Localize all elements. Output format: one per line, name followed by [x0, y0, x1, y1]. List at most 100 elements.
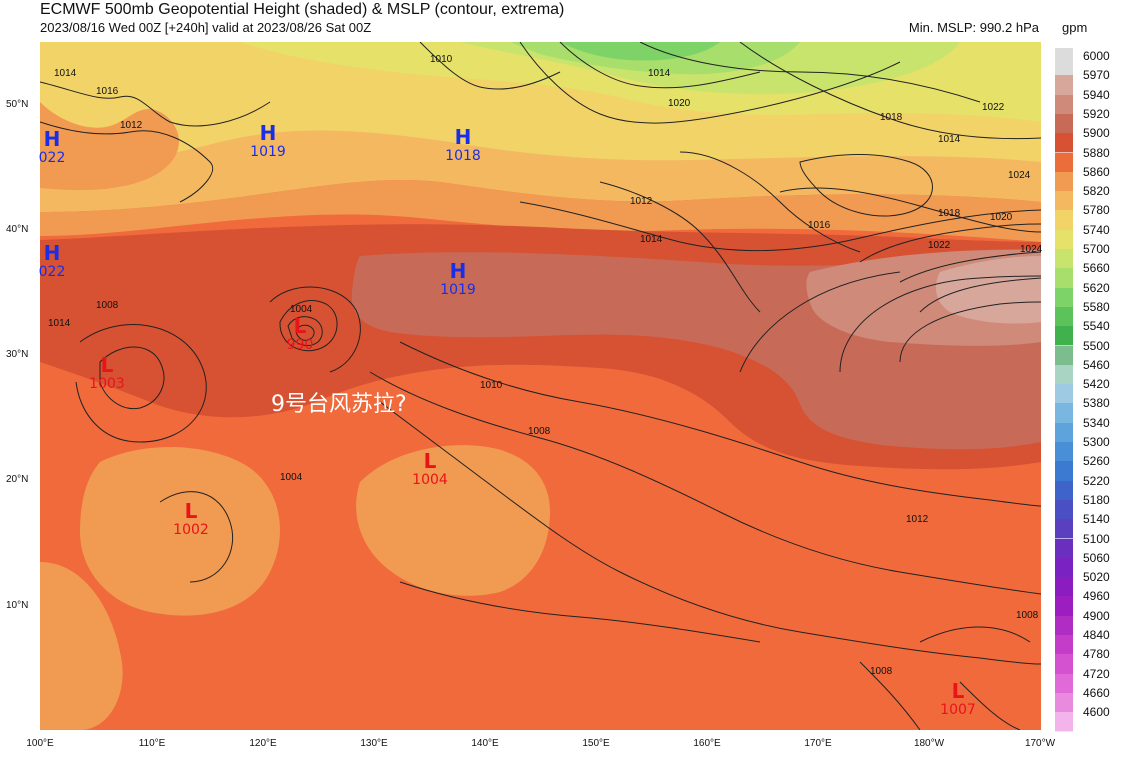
isobar-value-label: 1008 [870, 666, 893, 677]
colorbar-swatch [1055, 461, 1073, 482]
isobar-value-label: 1014 [48, 318, 71, 329]
colorbar-label: 4660 [1083, 685, 1110, 700]
isobar-value-label: 1010 [430, 54, 453, 65]
colorbar-swatch [1055, 75, 1073, 96]
lon-label-180w: 180°W [913, 738, 945, 749]
weather-map [40, 42, 1041, 730]
lon-label-120e: 120°E [249, 738, 277, 749]
isobar-value-label: 1018 [938, 208, 961, 219]
low-pressure-marker: L 1003 [89, 353, 125, 392]
isobar-value-label: 1008 [96, 300, 119, 311]
colorbar-label: 5700 [1083, 242, 1110, 256]
colorbar-label: 4840 [1083, 628, 1110, 642]
lon-label-110e: 110°E [138, 738, 166, 749]
colorbar-label: 5900 [1083, 126, 1110, 141]
colorbar-swatch [1055, 384, 1073, 405]
map-canvas [40, 42, 1041, 730]
colorbar-label: 5340 [1083, 415, 1110, 430]
colorbar-swatch [1055, 596, 1073, 617]
colorbar-swatch [1055, 519, 1073, 540]
lat-label-20n: 20°N [6, 474, 29, 485]
low-pressure-marker: L 1004 [412, 449, 448, 488]
colorbar-label: 4720 [1083, 666, 1110, 681]
map-subtitle: 2023/08/16 Wed 00Z [+240h] valid at 2023… [40, 20, 372, 35]
isobar-lines [40, 42, 1041, 730]
high-pressure-marker: H 1019 [250, 121, 286, 160]
colorbar-label: 5860 [1083, 164, 1110, 179]
colorbar-swatch [1055, 557, 1073, 579]
high-pressure-marker: H 1019 [440, 259, 476, 298]
lat-label-30n: 30°N [6, 349, 29, 360]
colorbar-swatch [1055, 403, 1073, 424]
colorbar-label: 5880 [1083, 145, 1110, 160]
lat-label-10n: 10°N [6, 600, 29, 611]
colorbar-swatch [1055, 94, 1073, 115]
colorbar-label: 5420 [1083, 377, 1110, 392]
colorbar-swatch [1055, 48, 1073, 77]
isobar-value-label: 1024 [1008, 170, 1031, 181]
colorbar-swatch [1055, 249, 1073, 270]
colorbar-label: 5580 [1083, 299, 1110, 314]
colorbar-swatch [1055, 577, 1073, 598]
colorbar-label: 6000 [1083, 49, 1110, 63]
colorbar-label: 5180 [1083, 492, 1110, 507]
shade-5860-west [40, 102, 179, 191]
colorbar-label: 4600 [1083, 705, 1110, 720]
colorbar-label: 5620 [1083, 280, 1110, 295]
colorbar-label: 5970 [1083, 68, 1110, 83]
isobar-value-label: 1018 [880, 112, 903, 123]
colorbar-swatch [1055, 615, 1073, 636]
isobar-value-label: 1016 [808, 220, 831, 231]
isobar-value-label: 1020 [668, 98, 691, 109]
colorbar-swatch [1055, 538, 1073, 559]
low-pressure-marker: L 1007 [940, 679, 976, 718]
isobar-value-label: 1008 [1016, 610, 1039, 621]
isobar-value-label: 1014 [640, 234, 663, 245]
min-mslp-readout: Min. MSLP: 990.2 hPa [908, 20, 1039, 35]
colorbar-swatch [1055, 210, 1073, 231]
isobar-value-label: 1014 [938, 134, 961, 145]
colorbar-swatch [1055, 635, 1073, 656]
colorbar-swatch [1055, 287, 1073, 308]
high-pressure-marker: H 022 [38, 127, 66, 166]
shade-5860-pool [356, 445, 550, 596]
colorbar-label: 4900 [1083, 608, 1110, 623]
colorbar-label: 5020 [1083, 570, 1110, 585]
colorbar-label: 5380 [1083, 396, 1110, 411]
typhoon-annotation: 9号台风苏拉? [271, 392, 407, 417]
lon-label-140e: 140°E [471, 738, 499, 749]
lat-label-40n: 40°N [6, 224, 29, 235]
isobar-value-label: 1008 [528, 426, 551, 437]
colorbar-swatch [1055, 442, 1073, 463]
shade-5620 [560, 42, 720, 61]
colorbar-swatch [1055, 133, 1073, 154]
lon-label-160e: 160°E [693, 738, 721, 749]
map-title: ECMWF 500mb Geopotential Height (shaded)… [40, 1, 565, 18]
colorbar-label: 5540 [1083, 319, 1110, 334]
colorbar-label: 5920 [1083, 106, 1110, 121]
colorbar-label: 4960 [1083, 589, 1110, 604]
isobar-value-label: 1020 [990, 212, 1013, 223]
low-pressure-marker: L 990 [286, 314, 314, 353]
shade-5970 [935, 256, 1041, 324]
colorbar-units: gpm [1062, 20, 1088, 35]
colorbar-swatch [1055, 113, 1073, 135]
isobar-value-label: 1012 [906, 514, 929, 525]
lon-label-150e: 150°E [582, 738, 610, 749]
colorbar-swatch [1055, 499, 1073, 521]
colorbar-label: 5660 [1083, 261, 1110, 276]
colorbar-swatch [1055, 692, 1073, 714]
colorbar-label: 5300 [1083, 435, 1110, 449]
colorbar-label: 5100 [1083, 531, 1110, 546]
high-pressure-marker: H 1018 [445, 125, 481, 164]
colorbar-label: 5260 [1083, 454, 1110, 469]
colorbar-label: 5140 [1083, 512, 1110, 527]
isobar-value-label: 1012 [120, 120, 143, 131]
colorbar-label: 4780 [1083, 647, 1110, 662]
isobar-value-label: 1014 [648, 68, 671, 79]
lon-label-170w: 170°W [1024, 738, 1056, 749]
colorbar-label: 5940 [1083, 87, 1110, 102]
colorbar-label: 5220 [1083, 473, 1110, 488]
colorbar-swatch [1055, 712, 1073, 733]
isobar-value-label: 1010 [480, 380, 503, 391]
